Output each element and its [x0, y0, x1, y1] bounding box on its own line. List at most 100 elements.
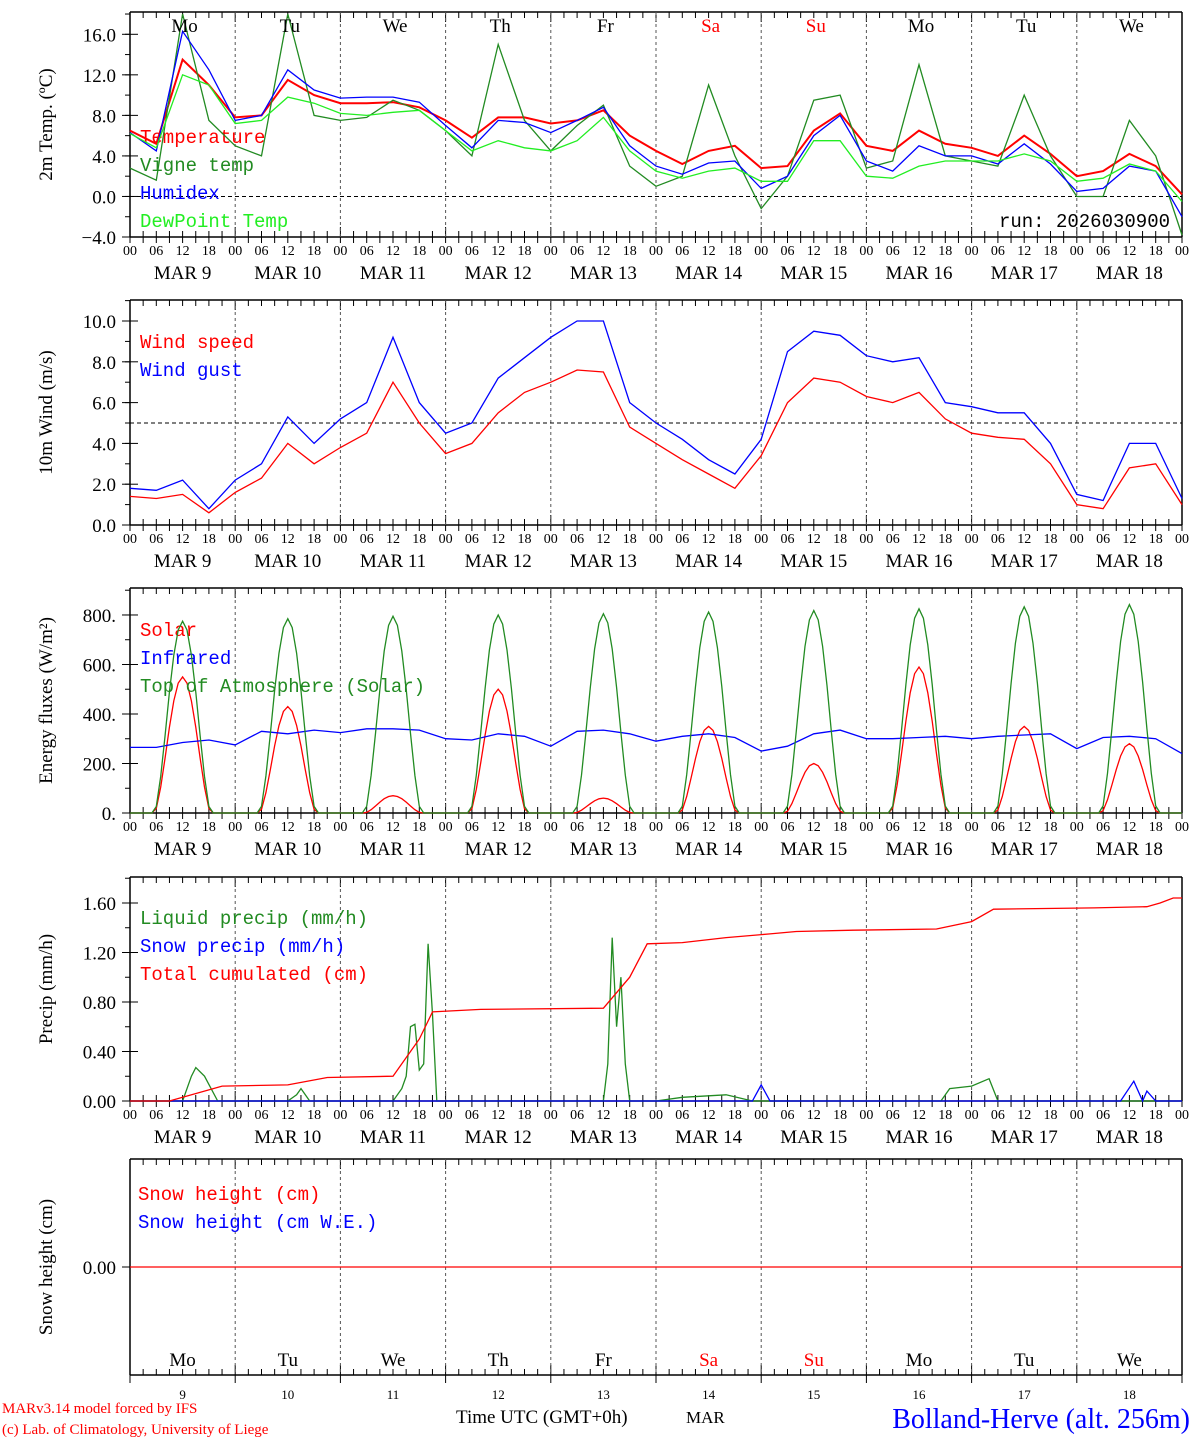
y-axis-label: Energy fluxes (W/m²) — [36, 617, 57, 784]
y-tick-label: 0.80 — [83, 993, 116, 1014]
y-tick-label: −4.0 — [82, 228, 116, 249]
x-hour-label: 18 — [518, 1108, 532, 1123]
x-hour-label: 06 — [1096, 244, 1110, 259]
day-name-label: Su — [806, 16, 827, 37]
x-hour-label: 00 — [859, 820, 873, 835]
y-tick-label: 6.0 — [92, 394, 116, 415]
x-hour-label: 18 — [518, 820, 532, 835]
x-date-label: MAR 14 — [675, 263, 743, 284]
day-number-label: 12 — [492, 1387, 505, 1402]
x-date-label: MAR 17 — [991, 839, 1058, 860]
x-hour-label: 12 — [1017, 244, 1031, 259]
x-hour-label: 18 — [307, 820, 321, 835]
x-hour-label: 18 — [202, 244, 216, 259]
x-hour-label: 18 — [938, 820, 952, 835]
x-hour-label: 00 — [649, 820, 663, 835]
x-hour-label: 12 — [386, 244, 400, 259]
x-date-label: MAR 9 — [154, 551, 212, 572]
day-name-label: Fr — [595, 1350, 613, 1371]
x-hour-label: 18 — [728, 532, 742, 547]
x-hour-label: 00 — [1175, 820, 1189, 835]
x-date-label: MAR 17 — [991, 263, 1058, 284]
x-hour-label: 12 — [1122, 820, 1136, 835]
legend-entry: Total cumulated (cm) — [140, 964, 368, 986]
day-number-label: 10 — [281, 1387, 294, 1402]
y-axis-label: Snow height (cm) — [36, 1199, 57, 1335]
y-tick-label: 0.0 — [92, 516, 116, 537]
x-hour-label: 06 — [360, 532, 374, 547]
x-hour-label: 06 — [149, 244, 163, 259]
legend-entry: Infrared — [140, 648, 231, 670]
x-hour-label: 12 — [702, 532, 716, 547]
x-hour-label: 18 — [412, 820, 426, 835]
legend-entry: Humidex — [140, 183, 220, 205]
y-tick-label: 0.0 — [92, 187, 116, 208]
x-date-label: MAR 18 — [1096, 551, 1163, 572]
x-hour-label: 12 — [176, 244, 190, 259]
x-hour-label: 06 — [991, 532, 1005, 547]
day-name-label: Sa — [699, 1350, 719, 1371]
x-hour-label: 18 — [728, 820, 742, 835]
series-line-dewpoint-temp — [129, 73, 1183, 202]
x-hour-label: 18 — [1044, 1108, 1058, 1123]
series-line-wind-speed — [129, 369, 1183, 514]
x-hour-label: 18 — [412, 244, 426, 259]
x-hour-label: 00 — [439, 1108, 453, 1123]
x-date-label: MAR 12 — [465, 551, 532, 572]
y-tick-label: 1.20 — [83, 943, 116, 964]
legend-entry: Temperature — [140, 127, 265, 149]
day-name-label: We — [381, 1350, 406, 1371]
day-name-label: Tu — [1014, 1350, 1035, 1371]
x-hour-label: 00 — [1175, 1108, 1189, 1123]
x-hour-label: 06 — [886, 820, 900, 835]
credit-line-2: (c) Lab. of Climatology, University of L… — [2, 1422, 269, 1438]
x-hour-label: 00 — [123, 532, 137, 547]
x-hour-label: 06 — [886, 244, 900, 259]
x-date-label: MAR 12 — [465, 1127, 532, 1148]
x-hour-label: 12 — [176, 820, 190, 835]
x-hour-label: 00 — [754, 820, 768, 835]
x-hour-label: 18 — [833, 244, 847, 259]
x-date-label: MAR 18 — [1096, 1127, 1163, 1148]
legend-entry: DewPoint Temp — [140, 211, 288, 233]
x-hour-label: 00 — [544, 1108, 558, 1123]
x-hour-label: 18 — [1149, 244, 1163, 259]
x-hour-label: 18 — [728, 1108, 742, 1123]
x-hour-label: 18 — [938, 532, 952, 547]
x-hour-label: 12 — [912, 244, 926, 259]
x-hour-label: 00 — [333, 244, 347, 259]
x-hour-label: 12 — [596, 532, 610, 547]
day-name-label: Fr — [597, 16, 615, 37]
day-number-label: 17 — [1018, 1387, 1032, 1402]
x-hour-label: 18 — [307, 1108, 321, 1123]
x-hour-label: 00 — [965, 244, 979, 259]
legend-entry: Wind speed — [140, 332, 254, 354]
x-hour-label: 00 — [1175, 532, 1189, 547]
x-hour-label: 06 — [149, 532, 163, 547]
x-hour-label: 06 — [781, 1108, 795, 1123]
x-hour-label: 18 — [202, 820, 216, 835]
x-hour-label: 06 — [570, 1108, 584, 1123]
day-name-label: Tu — [1016, 16, 1037, 37]
x-hour-label: 06 — [1096, 532, 1110, 547]
x-hour-label: 12 — [1017, 820, 1031, 835]
x-hour-label: 00 — [859, 532, 873, 547]
credit-line-1: MARv3.14 model forced by IFS — [2, 1401, 197, 1417]
x-hour-label: 12 — [702, 1108, 716, 1123]
day-name-label: Th — [488, 1350, 510, 1371]
series-line-temperature — [129, 57, 1183, 196]
x-hour-label: 06 — [465, 244, 479, 259]
x-hour-label: 00 — [439, 820, 453, 835]
x-hour-label: 12 — [596, 244, 610, 259]
day-name-label: Tu — [280, 16, 301, 37]
x-hour-label: 06 — [360, 1108, 374, 1123]
x-date-label: MAR 16 — [885, 263, 952, 284]
x-hour-label: 18 — [623, 532, 637, 547]
day-name-label: We — [1119, 16, 1144, 37]
y-tick-label: 4.0 — [92, 434, 116, 455]
x-hour-label: 12 — [491, 820, 505, 835]
y-tick-label: 0.40 — [83, 1042, 116, 1063]
x-hour-label: 18 — [412, 532, 426, 547]
y-tick-label: 1.60 — [83, 894, 116, 915]
day-number-label: 9 — [179, 1387, 186, 1402]
